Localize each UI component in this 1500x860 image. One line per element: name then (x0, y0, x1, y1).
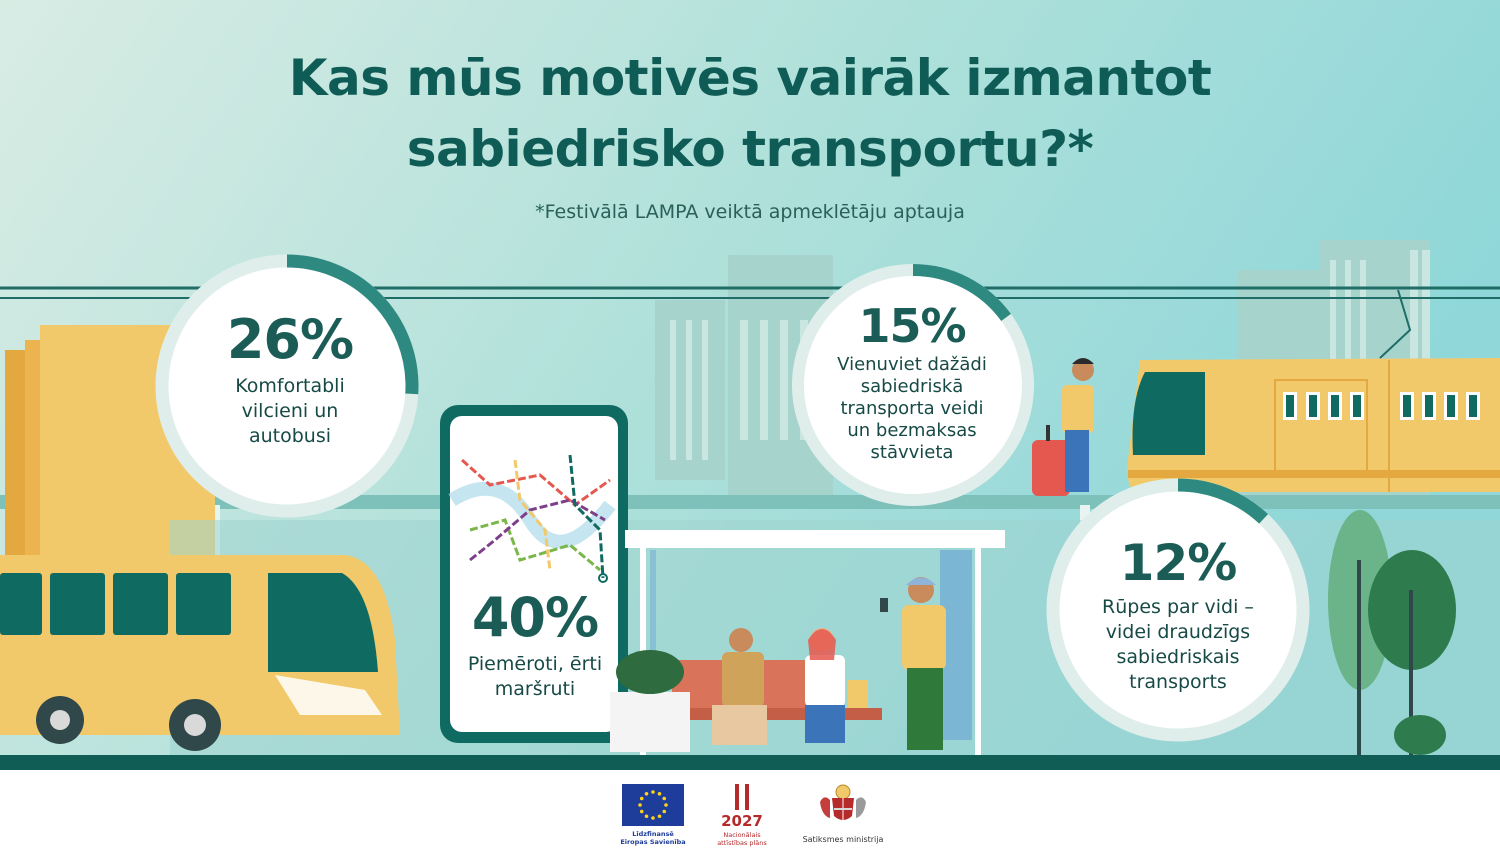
stat-desc-line: sabiedriskais (1116, 646, 1240, 668)
plan-year: 2027 (721, 812, 763, 830)
stat-desc-line: maršruti (494, 678, 576, 700)
stat-desc-line: autobusi (248, 425, 332, 447)
eu-label-line: Eiropas Savienība (620, 838, 686, 846)
stat-desc-line: sabiedriskā (860, 376, 964, 397)
plan-label: Nacionālais attīstības plāns (712, 831, 772, 847)
ministry-label: Satiksmes ministrija (802, 835, 884, 844)
eu-label: Līdzfinansē Eiropas Savienība (605, 830, 701, 846)
stat-desc-line: vilcieni un (241, 400, 339, 422)
latvia-coat-of-arms-icon (820, 784, 866, 820)
stat-value: 15% (858, 299, 966, 353)
eu-star-icon (638, 803, 642, 807)
eu-star-icon (644, 791, 649, 796)
eu-star-icon (644, 814, 649, 819)
eu-star-icon (664, 803, 668, 807)
stat-ring-progress (792, 264, 1034, 506)
eu-star-icon (651, 790, 655, 794)
eu-star-icon (662, 809, 667, 814)
stat-desc-line: un bezmaksas (847, 420, 977, 441)
plan-label-line: Nacionālais (723, 831, 761, 839)
stat-environment: 12% Rūpes par vidi – videi draudzīgs sab… (1068, 535, 1288, 695)
eu-star-icon (639, 809, 644, 814)
stat-value: 40% (471, 586, 599, 649)
stat-desc-line: transporta veidi (840, 398, 984, 419)
national-plan-icon (735, 784, 749, 810)
stat-value: 12% (1119, 534, 1238, 592)
smartphone-map-icon (440, 405, 628, 743)
eu-flag-icon (622, 784, 684, 826)
people-at-stop (712, 577, 946, 750)
stat-desc-line: Rūpes par vidi – (1102, 596, 1254, 618)
plan-label-line: attīstības plāns (717, 839, 767, 847)
page-subtitle: *Festivālā LAMPA veiktā apmeklētāju apta… (535, 201, 965, 223)
stat-rings (155, 254, 1310, 742)
stat-desc-line: Komfortabli (235, 375, 345, 397)
stat-desc-line: videi draudzīgs (1105, 621, 1251, 643)
eu-star-icon (639, 796, 644, 801)
traveler-figure (1032, 358, 1094, 496)
footer-logos: Līdzfinansē Eiropas Savienība 2027 Nacio… (0, 770, 1500, 860)
page-title-line-2: sabiedrisko transportu?* (406, 120, 1094, 178)
tree-icon (1328, 510, 1456, 760)
eu-star-icon (651, 816, 655, 820)
eu-star-icon (657, 791, 662, 796)
stat-description: Komfortabli vilcieni un autobusi (180, 374, 400, 449)
stat-description: Piemēroti, ērti maršruti (450, 652, 620, 702)
stat-desc-line: Vienuviet dažādi (837, 354, 987, 375)
stat-multimodal-parking: 15% Vienuviet dažādi sabiedriskā transpo… (802, 300, 1022, 464)
eu-star-icon (662, 796, 667, 801)
stat-desc-line: transports (1129, 671, 1227, 693)
stat-desc-line: Piemēroti, ērti (467, 653, 603, 675)
bus-icon (0, 555, 400, 751)
page-title-line-1: Kas mūs motivēs vairāk izmantot (288, 49, 1212, 107)
stat-convenient-routes: 40% Piemēroti, ērti maršruti (450, 588, 620, 702)
tram-icon (1127, 289, 1500, 492)
stat-description: Vienuviet dažādi sabiedriskā transporta … (802, 354, 1022, 464)
stat-ring-progress (155, 254, 419, 518)
stat-ring-progress (1046, 478, 1310, 742)
eu-label-line: Līdzfinansē (632, 830, 674, 838)
stat-desc-line: stāvvieta (870, 442, 954, 463)
stat-value: 26% (226, 308, 354, 371)
stat-comfortable-vehicles: 26% Komfortabli vilcieni un autobusi (180, 310, 400, 449)
stat-description: Rūpes par vidi – videi draudzīgs sabiedr… (1068, 595, 1288, 695)
eu-star-icon (657, 814, 662, 819)
